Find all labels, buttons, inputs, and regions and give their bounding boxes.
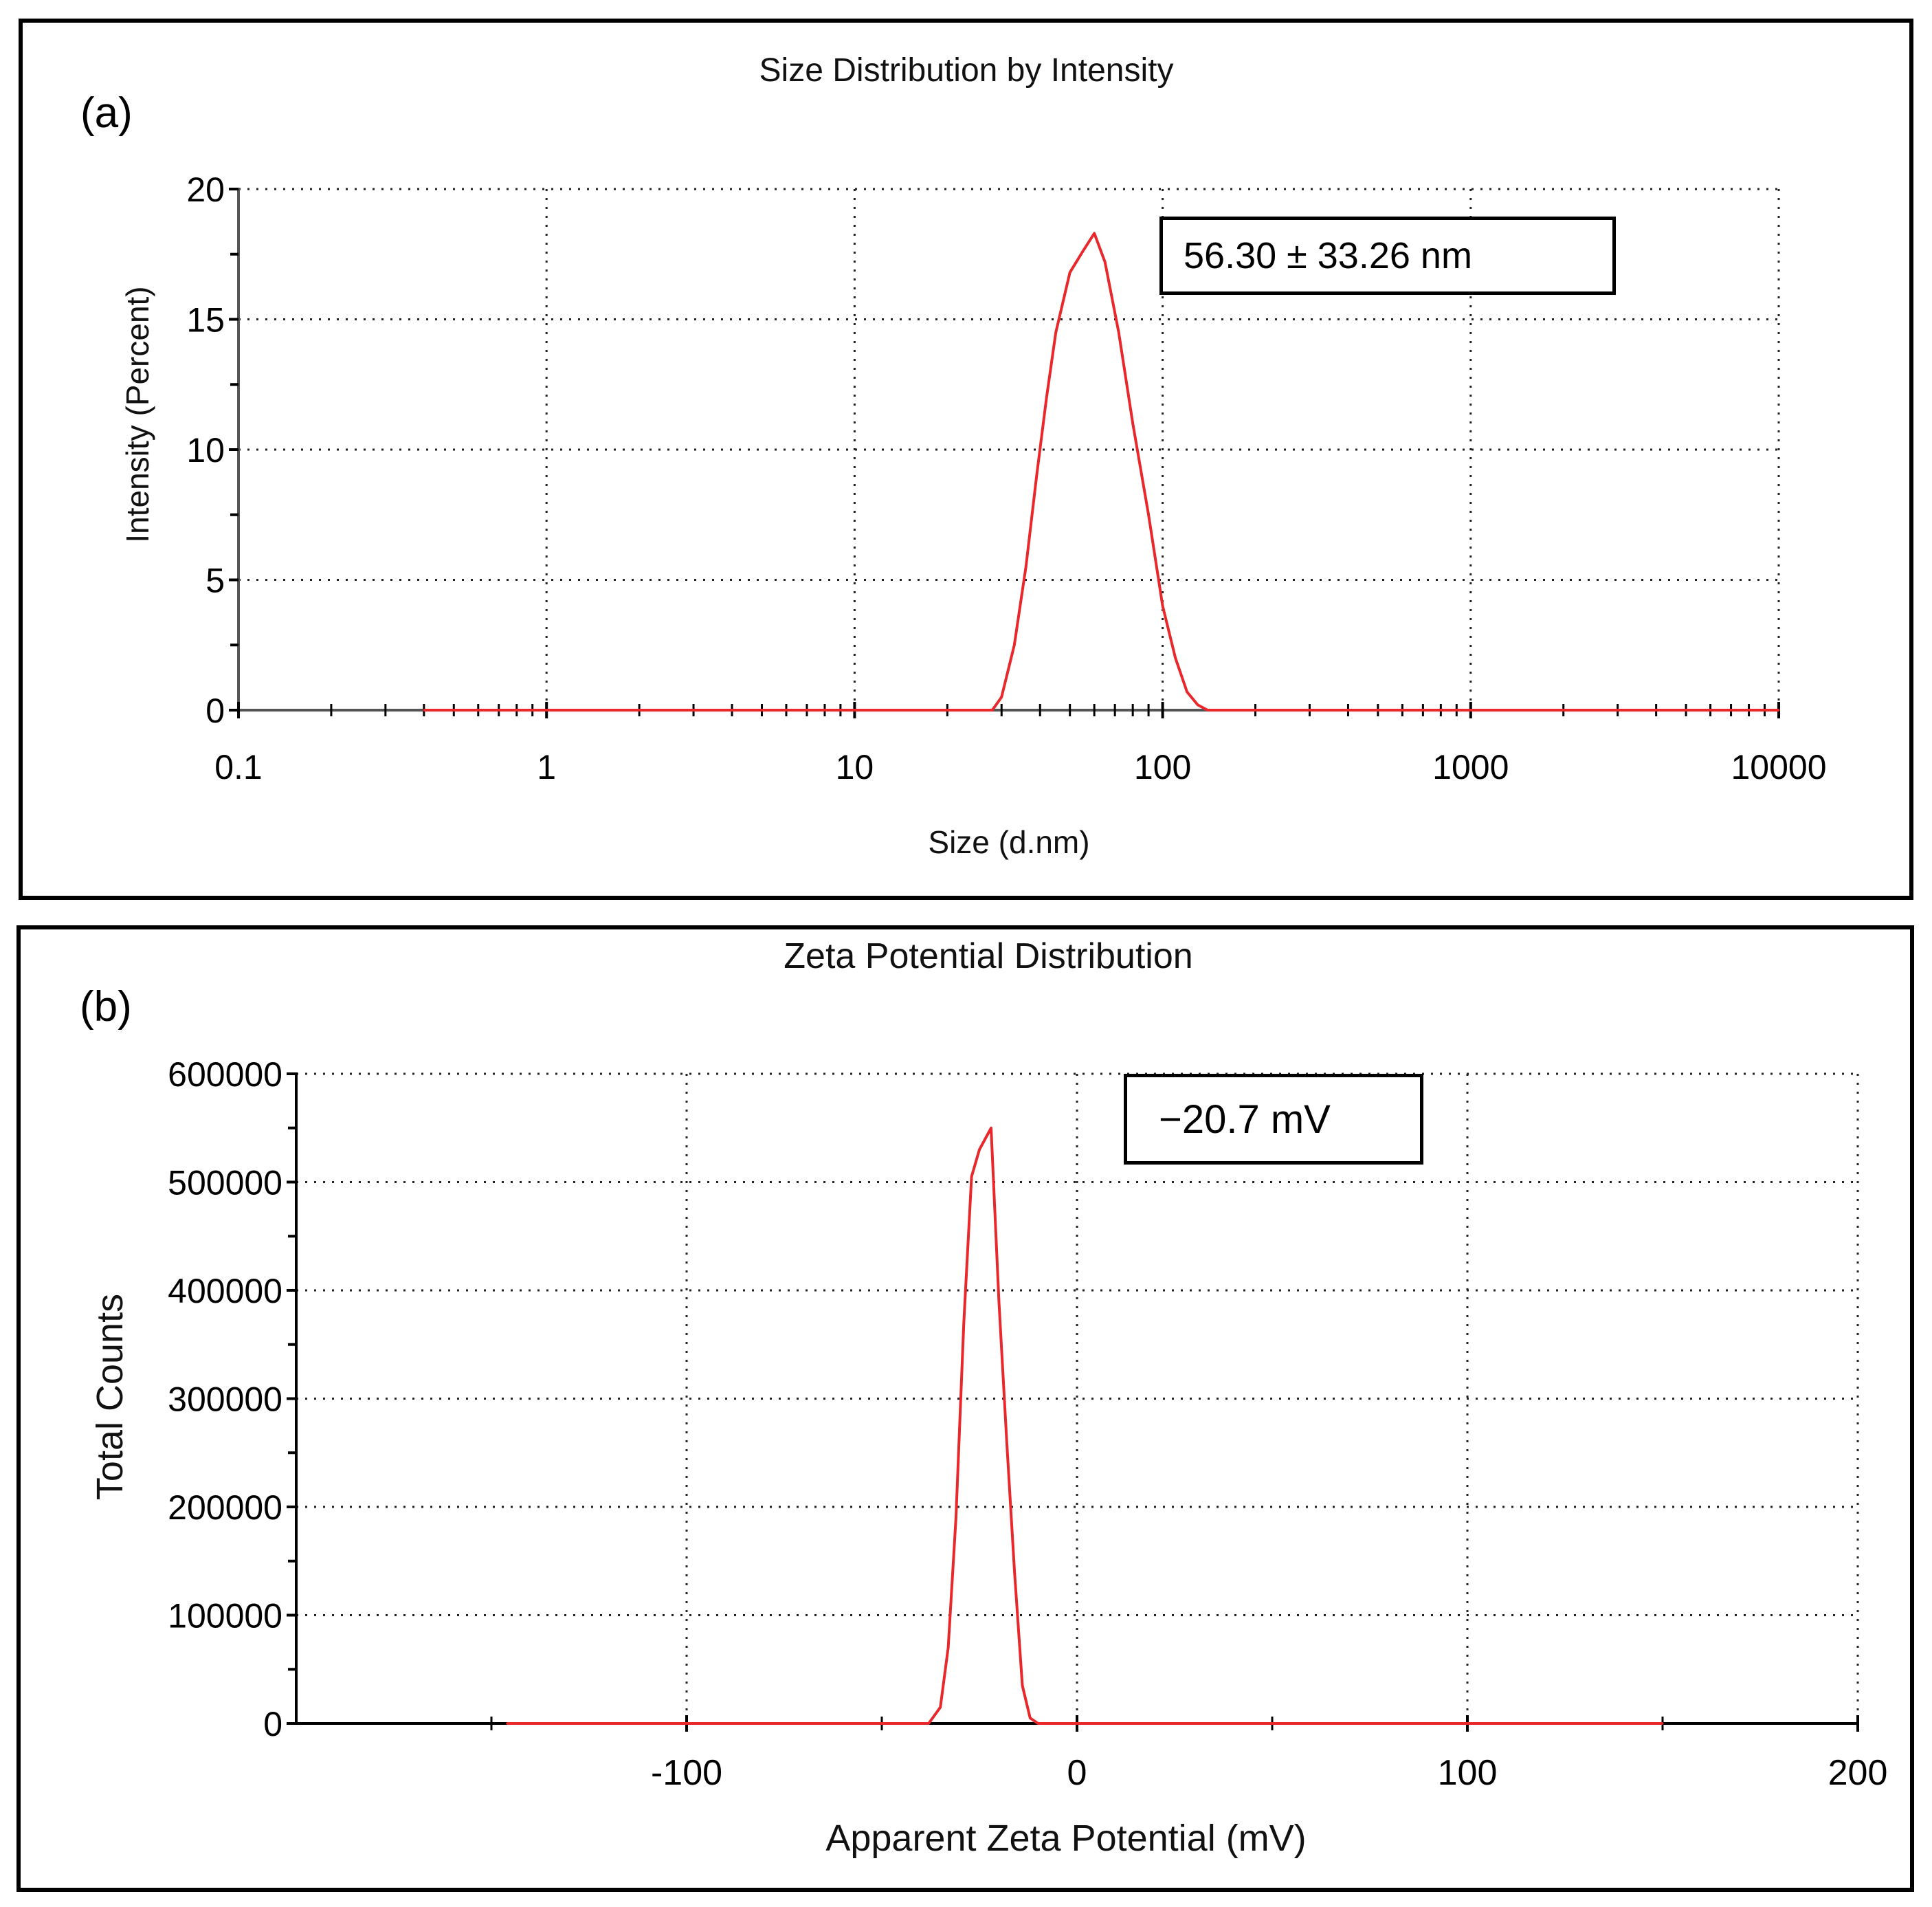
y-tick-label-0: 0 xyxy=(263,1705,282,1743)
x-tick-label-5: 10000 xyxy=(1731,748,1826,786)
y-tick-label-4: 20 xyxy=(186,170,225,209)
data-point-0-6 xyxy=(970,1176,973,1178)
data-point-0-14 xyxy=(1036,1722,1039,1725)
panel-label-b: (b) xyxy=(80,983,132,1030)
data-point-0-13 xyxy=(1029,1717,1032,1719)
chart-title: Zeta Potential Distribution xyxy=(784,936,1192,976)
x-tick-label-3: 200 xyxy=(1828,1753,1888,1793)
data-point-0-11 xyxy=(1013,1571,1016,1573)
data-point-0-0 xyxy=(506,1722,509,1725)
y-tick-label-1: 100000 xyxy=(168,1597,282,1635)
y-tick-label-0: 0 xyxy=(206,692,225,730)
data-point-0-3 xyxy=(947,1646,950,1649)
y-axis-title: Total Counts xyxy=(89,1294,131,1500)
data-point-0-16 xyxy=(1174,657,1177,659)
data-point-0-1 xyxy=(927,1722,930,1725)
chart-panel-a: (a) 0 5 10 15 20 0.1 1 10 100 1000 10000 Size Distr… xyxy=(19,19,1913,900)
y-tick-label-2: 200000 xyxy=(168,1488,282,1527)
y-tick-label-5: 500000 xyxy=(168,1164,282,1202)
x-tick-label-1: 1 xyxy=(537,748,556,786)
data-point-0-1 xyxy=(991,709,994,712)
data-point-0-4 xyxy=(1025,566,1028,569)
data-point-0-2 xyxy=(1000,696,1003,698)
x-tick-label-3: 100 xyxy=(1134,748,1191,786)
data-point-0-8 xyxy=(1069,271,1072,274)
data-point-0-6 xyxy=(1045,396,1048,399)
data-point-0-12 xyxy=(1021,1684,1023,1687)
y-tick-label-3: 300000 xyxy=(168,1380,282,1419)
data-point-0-2 xyxy=(939,1706,942,1708)
x-tick-label-0: 0.1 xyxy=(214,748,263,786)
data-point-0-5 xyxy=(962,1321,965,1324)
size-annotation-text: 56.30 ± 33.26 nm xyxy=(1184,235,1472,276)
y-tick-label-4: 400000 xyxy=(168,1272,282,1310)
data-point-0-0 xyxy=(423,709,425,712)
data-point-0-18 xyxy=(1197,703,1199,706)
data-point-0-17 xyxy=(1186,690,1188,693)
y-tick-label-6: 600000 xyxy=(168,1055,282,1094)
y-tick-label-2: 10 xyxy=(186,431,225,470)
size-annotation-box: 56.30 ± 33.26 nm xyxy=(1159,217,1616,295)
data-point-0-5 xyxy=(1035,474,1038,477)
chart-panel-b: (b) 0 100000 200000 300000 400000 500000 60000… xyxy=(16,925,1914,1892)
panel-label-a: (a) xyxy=(80,89,133,137)
series-line-0 xyxy=(423,232,1779,712)
data-point-0-4 xyxy=(955,1517,957,1519)
data-point-0-8 xyxy=(990,1127,992,1129)
x-tick-label-2: 10 xyxy=(836,748,874,786)
data-point-0-9 xyxy=(1081,250,1084,253)
zeta-annotation-box: −20.7 mV xyxy=(1124,1074,1423,1165)
data-point-0-12 xyxy=(1118,331,1120,333)
x-tick-label-1: 0 xyxy=(1067,1753,1087,1793)
size-distribution-chart: 0 5 10 15 20 0.1 1 10 100 1000 10000 Size Distribut… xyxy=(120,52,1827,860)
x-axis-title: Size (d.nm) xyxy=(928,824,1089,860)
x-tick-label-0: -100 xyxy=(651,1753,722,1793)
zeta-annotation-text: −20.7 mV xyxy=(1159,1096,1331,1142)
x-tick-label-2: 100 xyxy=(1438,1753,1498,1793)
data-point-0-7 xyxy=(1054,331,1057,333)
data-point-0-13 xyxy=(1131,422,1134,425)
x-tick-label-4: 1000 xyxy=(1432,748,1509,786)
data-point-0-10 xyxy=(1006,1441,1008,1443)
y-tick-label-1: 5 xyxy=(206,562,225,600)
data-point-0-15 xyxy=(1162,604,1164,607)
zeta-potential-chart: 0 100000 200000 300000 400000 500000 600000 -10… xyxy=(89,936,1888,1859)
x-axis-title: Apparent Zeta Potential (mV) xyxy=(825,1818,1306,1859)
data-point-0-9 xyxy=(997,1300,1000,1303)
y-tick-label-3: 15 xyxy=(186,301,225,340)
chart-title: Size Distribution by Intensity xyxy=(759,52,1174,89)
data-point-0-15 xyxy=(1661,1722,1664,1725)
data-point-0-14 xyxy=(1147,514,1150,516)
data-point-0-11 xyxy=(1104,261,1107,263)
data-point-0-20 xyxy=(1777,709,1780,712)
data-point-0-19 xyxy=(1206,709,1209,712)
series-line-0 xyxy=(507,1126,1663,1725)
data-point-0-7 xyxy=(978,1148,981,1151)
data-point-0-3 xyxy=(1013,643,1016,646)
y-axis-title: Intensity (Percent) xyxy=(120,286,155,542)
data-point-0-10 xyxy=(1093,232,1096,234)
